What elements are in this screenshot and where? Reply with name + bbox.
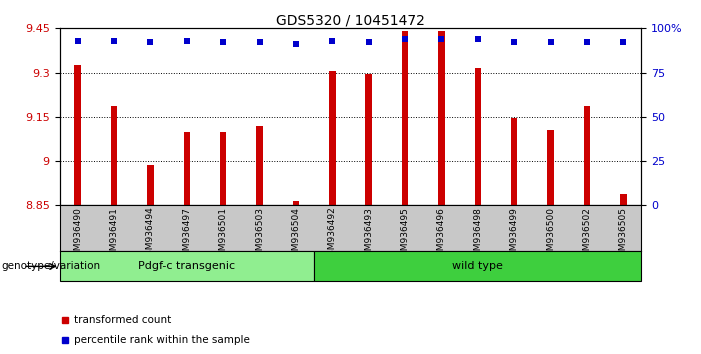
Text: wild type: wild type xyxy=(452,261,503,272)
Bar xyxy=(584,107,590,205)
Bar xyxy=(402,31,408,205)
Point xyxy=(109,38,120,44)
Bar xyxy=(511,118,517,205)
Text: genotype/variation: genotype/variation xyxy=(1,261,100,272)
Text: GSM936500: GSM936500 xyxy=(546,207,555,262)
Text: GSM936504: GSM936504 xyxy=(292,207,301,262)
Text: GSM936496: GSM936496 xyxy=(437,207,446,262)
Title: GDS5320 / 10451472: GDS5320 / 10451472 xyxy=(276,13,425,27)
Bar xyxy=(74,65,81,205)
Text: GSM936494: GSM936494 xyxy=(146,207,155,262)
Bar xyxy=(620,194,627,205)
Bar xyxy=(147,166,154,205)
Point xyxy=(182,38,193,44)
Bar xyxy=(438,31,444,205)
Bar xyxy=(293,201,299,205)
Text: GSM936493: GSM936493 xyxy=(365,207,373,262)
Bar xyxy=(220,132,226,205)
Text: GSM936495: GSM936495 xyxy=(400,207,409,262)
Point xyxy=(436,36,447,42)
Text: GSM936498: GSM936498 xyxy=(473,207,482,262)
Text: GSM936503: GSM936503 xyxy=(255,207,264,262)
Point xyxy=(581,40,592,45)
Bar xyxy=(547,130,554,205)
Point xyxy=(327,38,338,44)
Point xyxy=(472,36,484,42)
Point xyxy=(254,40,265,45)
Text: transformed count: transformed count xyxy=(74,315,171,325)
Point xyxy=(290,41,301,47)
Text: GSM936490: GSM936490 xyxy=(74,207,82,262)
Text: percentile rank within the sample: percentile rank within the sample xyxy=(74,335,250,345)
Point xyxy=(545,40,556,45)
Bar xyxy=(184,132,190,205)
Point xyxy=(508,40,519,45)
Text: GSM936492: GSM936492 xyxy=(328,207,336,262)
Text: GSM936501: GSM936501 xyxy=(219,207,228,262)
Text: GSM936499: GSM936499 xyxy=(510,207,519,262)
Text: GSM936497: GSM936497 xyxy=(182,207,191,262)
Text: Pdgf-c transgenic: Pdgf-c transgenic xyxy=(138,261,236,272)
Bar xyxy=(365,74,372,205)
Bar xyxy=(60,251,314,281)
Bar xyxy=(314,251,641,281)
Point xyxy=(618,40,629,45)
Text: GSM936505: GSM936505 xyxy=(619,207,627,262)
Point xyxy=(217,40,229,45)
Point xyxy=(363,40,374,45)
Bar xyxy=(329,71,336,205)
Text: GSM936502: GSM936502 xyxy=(583,207,592,262)
Bar xyxy=(257,126,263,205)
Point xyxy=(72,38,83,44)
Point xyxy=(145,40,156,45)
Point xyxy=(400,36,411,42)
Text: GSM936491: GSM936491 xyxy=(109,207,118,262)
Bar xyxy=(475,68,481,205)
Bar xyxy=(111,107,117,205)
